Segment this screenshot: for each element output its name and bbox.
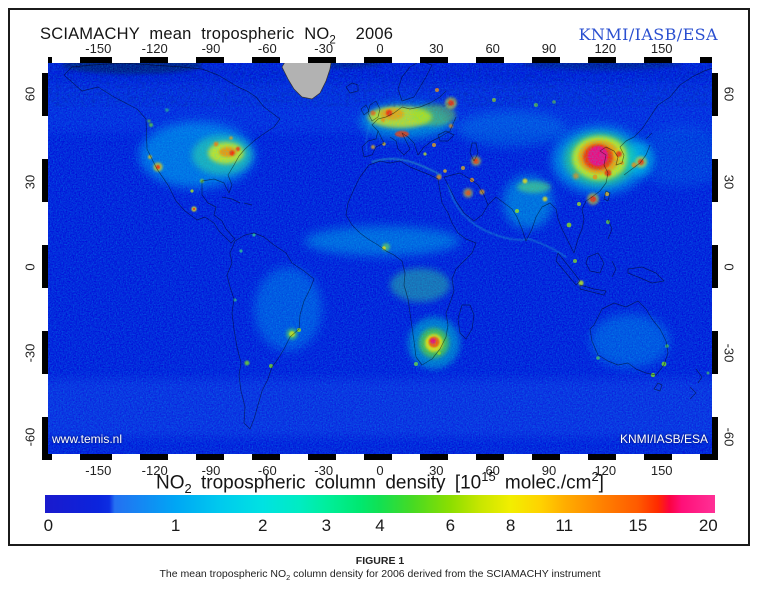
lon-tick-top: -60: [257, 41, 277, 56]
lon-tick-bottom: -60: [257, 463, 277, 478]
greenland-no-data-patch: [281, 57, 333, 100]
lat-tick-left: 30: [22, 175, 38, 190]
watermark-agency: KNMI/IASB/ESA: [619, 432, 708, 446]
lat-tick-left: 0: [22, 263, 38, 271]
colorbar-tick: 1: [170, 516, 181, 535]
colorbar-title-mid: tropospheric column density [10: [191, 472, 482, 494]
lon-tick-bottom: -30: [314, 463, 334, 478]
data-speckle-noise: [42, 57, 718, 460]
world-map-svg: [42, 57, 718, 460]
watermark-temis: www.temis.nl: [52, 432, 123, 446]
lon-tick-bottom: 30: [429, 463, 444, 478]
lon-tick-bottom: 90: [541, 463, 557, 478]
plot-title: SCIAMACHY mean tropospheric NO2 2006: [40, 25, 393, 46]
longitude-axis-top: -150 -120 -90 -60 -30 0 30 60 90 120 150: [0, 41, 760, 57]
lat-tick-left: -30: [22, 343, 38, 363]
colorbar-tick: 6: [445, 516, 456, 535]
lat-tick-right: 0: [721, 263, 737, 271]
lon-tick-bottom: -150: [85, 463, 112, 478]
caption-text-pre: The mean tropospheric NO: [159, 568, 287, 580]
colorbar-title-post: ]: [598, 472, 604, 494]
plot-title-text: SCIAMACHY mean tropospheric NO: [40, 25, 330, 43]
lat-tick-right: -30: [721, 343, 737, 363]
lon-tick-top: 150: [650, 41, 673, 56]
lon-tick-bottom: 60: [485, 463, 500, 478]
lon-tick-top: -90: [201, 41, 221, 56]
lon-tick-top: 90: [541, 41, 557, 56]
colorbar-title-pre: NO: [156, 472, 185, 494]
lon-tick-top: -150: [85, 41, 112, 56]
lat-tick-right: 30: [721, 175, 737, 190]
lon-tick-top: 0: [376, 41, 384, 56]
lon-tick-top: -30: [314, 41, 334, 56]
lon-tick-top: 120: [594, 41, 617, 56]
colorbar-tick: 3: [321, 516, 332, 535]
colorbar-gradient: [45, 495, 715, 513]
colorbar-tick: 0: [43, 516, 54, 535]
map-frame-right: [712, 57, 718, 460]
map-frame-top: [42, 57, 718, 63]
lon-tick-top: 60: [485, 41, 500, 56]
longitude-axis-bottom: -150 -120 -90 -60 -30 0 30 60 90 120 150: [0, 463, 760, 479]
lon-tick-top: 30: [429, 41, 444, 56]
lat-tick-right: -60: [721, 427, 737, 447]
colorbar-tick: 11: [555, 516, 574, 535]
agency-credit: KNMI/IASB/ESA: [578, 25, 718, 44]
colorbar-tick: 8: [505, 516, 516, 535]
plot-title-year: 2006: [355, 25, 394, 43]
lon-tick-bottom: -120: [141, 463, 168, 478]
lat-tick-left: 60: [22, 86, 38, 102]
lat-tick-right: 60: [721, 86, 737, 102]
colorbar-tick: 20: [698, 516, 718, 535]
colorbar-tick: 15: [628, 516, 648, 535]
plot-title-subscript: 2: [329, 34, 336, 47]
caption-text-post: column density for 2006 derived from the…: [290, 568, 601, 580]
lon-tick-bottom: 120: [594, 463, 617, 478]
colorbar-title-sub: 2: [184, 481, 192, 497]
map-frame-bottom: [42, 454, 718, 460]
colorbar-tick: 4: [375, 516, 385, 535]
map-frame-left: [42, 57, 48, 460]
caption-text-sub: 2: [286, 573, 291, 583]
figure-caption-title: FIGURE 1: [355, 555, 405, 567]
lon-tick-top: -120: [141, 41, 168, 56]
lat-tick-left: -60: [22, 427, 38, 447]
lon-tick-bottom: 0: [376, 463, 384, 478]
lon-tick-bottom: 150: [650, 463, 673, 478]
map-canvas: www.temis.nl KNMI/IASB/ESA: [42, 57, 718, 460]
colorbar-title-sup2: 2: [591, 469, 599, 484]
colorbar-title: NO2 tropospheric column density [1015 mo…: [0, 469, 760, 496]
lon-tick-bottom: -90: [201, 463, 221, 478]
colorbar-title-mid2: molec./cm: [495, 472, 592, 494]
coastline-outlines: [63, 60, 717, 430]
colorbar-title-sup: 15: [481, 469, 496, 484]
figure-caption-text: The mean tropospheric NO2 column density…: [0, 568, 760, 582]
colorbar-tick: 2: [258, 516, 268, 535]
